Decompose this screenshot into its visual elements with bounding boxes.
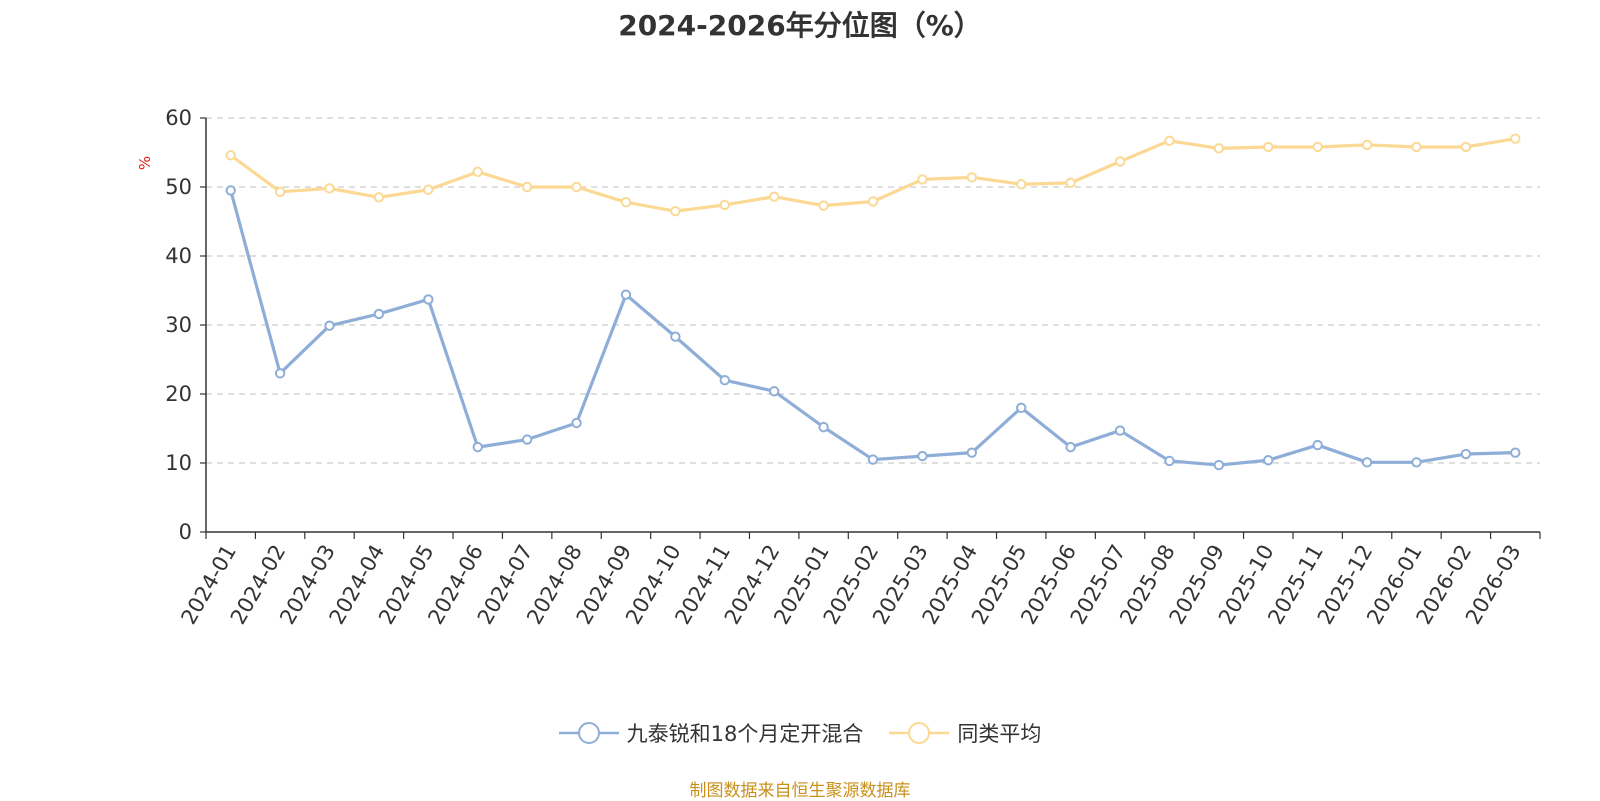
legend-swatch — [558, 722, 619, 744]
data-point — [571, 417, 582, 429]
data-point — [373, 192, 385, 203]
y-tick-label: 10 — [165, 451, 192, 475]
data-point — [1411, 141, 1422, 153]
data-point — [1114, 156, 1126, 167]
data-point — [1263, 141, 1274, 153]
data-point — [620, 196, 632, 208]
legend-swatch — [889, 722, 950, 744]
data-point — [1510, 133, 1521, 144]
line-chart: 01020304050602024-012024-022024-032024-0… — [136, 106, 1541, 628]
data-point — [620, 289, 632, 300]
y-tick-label: 50 — [165, 175, 192, 199]
data-point — [1361, 139, 1373, 151]
y-axis-label: % — [136, 156, 154, 170]
data-point — [1065, 177, 1076, 189]
series — [225, 133, 1521, 471]
data-point — [917, 174, 928, 185]
axes: 01020304050602024-012024-022024-032024-0… — [165, 106, 1541, 628]
data-point — [472, 166, 483, 178]
y-tick-label: 40 — [165, 244, 192, 268]
data-point — [1164, 135, 1175, 146]
data-point — [324, 183, 335, 194]
chart-title: 2024-2026年分位图（%） — [618, 9, 982, 42]
data-point — [1361, 457, 1373, 468]
data-point — [274, 186, 286, 198]
data-point — [818, 421, 829, 433]
data-point — [917, 450, 928, 462]
legend-item[interactable]: 九泰锐和18个月定开混合 — [558, 718, 864, 748]
data-point — [1312, 439, 1323, 451]
data-point — [1263, 455, 1274, 466]
data-point — [1164, 455, 1175, 467]
data-point — [1016, 179, 1027, 190]
data-point — [324, 320, 335, 331]
data-point — [867, 454, 879, 465]
legend-label: 同类平均 — [957, 722, 1042, 746]
data-point — [225, 185, 236, 196]
data-point — [1065, 441, 1076, 453]
data-point — [670, 205, 681, 217]
data-point — [521, 181, 533, 193]
data-point — [1312, 141, 1323, 153]
data-point — [1460, 141, 1472, 153]
legend: 九泰锐和18个月定开混合 同类平均 — [0, 718, 1600, 748]
legend-marker — [577, 722, 600, 744]
legend-label: 九泰锐和18个月定开混合 — [626, 722, 864, 746]
data-point — [818, 200, 829, 211]
data-point — [1213, 143, 1225, 154]
data-point — [373, 308, 385, 320]
series-1 — [225, 133, 1521, 217]
data-point — [719, 375, 730, 386]
data-point — [423, 184, 434, 195]
data-point — [966, 172, 978, 183]
data-point — [768, 386, 780, 397]
data-point — [1510, 447, 1521, 458]
data-point — [719, 199, 730, 211]
y-tick-label: 60 — [165, 106, 192, 130]
y-tick-label: 0 — [179, 520, 192, 544]
series-line — [229, 188, 1517, 467]
data-point — [867, 196, 879, 207]
data-point — [1460, 448, 1472, 460]
y-tick-label: 30 — [165, 313, 192, 337]
legend-marker — [908, 722, 931, 744]
data-point — [768, 191, 780, 202]
series-0 — [225, 185, 1521, 471]
data-point — [670, 331, 681, 342]
source-note: 制图数据来自恒生聚源数据库 — [689, 781, 911, 801]
data-point — [571, 181, 582, 193]
data-point — [225, 150, 236, 161]
data-point — [423, 294, 434, 305]
data-point — [472, 441, 483, 453]
data-point — [1411, 457, 1422, 468]
data-point — [274, 368, 286, 379]
data-point — [1213, 459, 1225, 471]
y-tick-label: 20 — [165, 382, 192, 406]
data-point — [1114, 425, 1126, 436]
data-point — [521, 434, 533, 445]
grid-lines — [206, 117, 1540, 464]
data-point — [1016, 402, 1027, 413]
data-point — [966, 447, 978, 458]
legend-item[interactable]: 同类平均 — [889, 718, 1041, 748]
